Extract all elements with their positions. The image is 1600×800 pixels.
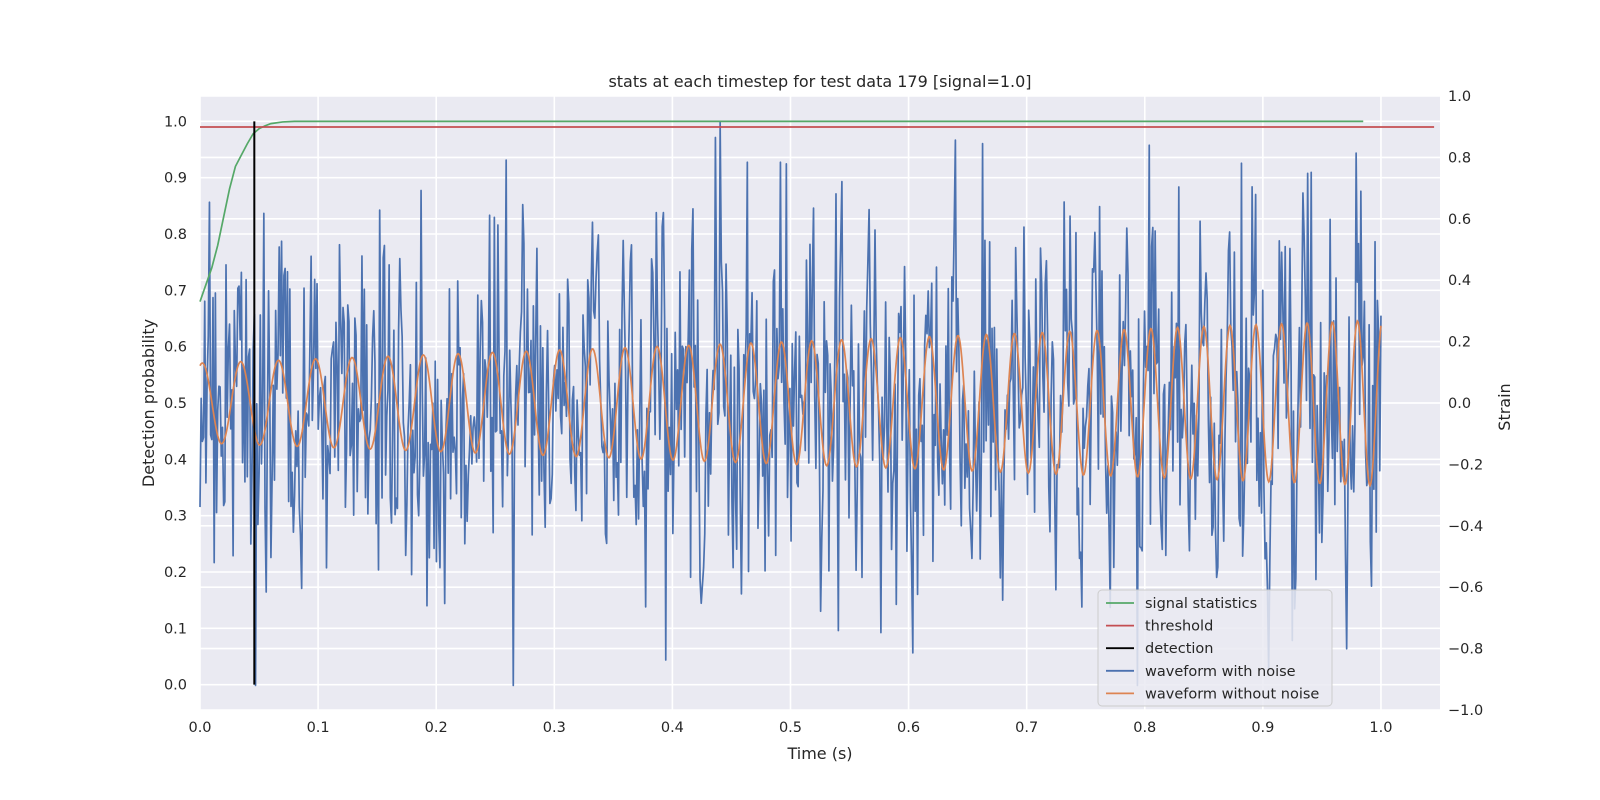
y2-tick-label: 0.2 xyxy=(1448,335,1471,351)
y2-tick-label: 1.0 xyxy=(1448,89,1471,105)
legend-label-signal-statistics: signal statistics xyxy=(1145,596,1257,612)
series-line-waveform-with-noise xyxy=(199,121,1382,687)
y2-tick-label: 0.8 xyxy=(1448,150,1471,166)
y-tick-label: 0.4 xyxy=(164,452,187,468)
y2-tick-label: −0.8 xyxy=(1448,642,1483,658)
x-tick-label: 0.1 xyxy=(307,720,330,736)
y2-tick-label: −0.4 xyxy=(1448,519,1483,535)
axis-layer: 0.0 0.1 0.2 0.3 0.4 0.5 0.6 0.7 0.8 0.9 1.0 0.0 0.1 0… xyxy=(164,89,1483,736)
y-tick-label: 0.6 xyxy=(164,340,187,356)
x-tick-label: 0.9 xyxy=(1251,720,1274,736)
x-tick-label: 0.5 xyxy=(779,720,802,736)
y2-axis-title: Strain xyxy=(1495,383,1514,430)
y2-tick-label: −0.2 xyxy=(1448,457,1483,473)
legend-label-waveform-without-noise: waveform without noise xyxy=(1145,686,1319,702)
x-tick-label: 0.4 xyxy=(661,720,684,736)
x-tick-label: 0.6 xyxy=(897,720,920,736)
y-tick-label: 0.7 xyxy=(164,283,187,299)
y-tick-label: 0.9 xyxy=(164,171,187,187)
x-axis-title: Time (s) xyxy=(786,744,852,763)
x-tick-label: 0.3 xyxy=(543,720,566,736)
y2-tick-label: −0.6 xyxy=(1448,580,1483,596)
y-tick-label: 0.1 xyxy=(164,621,187,637)
y2-tick-label: 0.0 xyxy=(1448,396,1471,412)
y-tick-label: 0.2 xyxy=(164,565,187,581)
y-tick-label: 0.5 xyxy=(164,396,187,412)
y-tick-label: 1.0 xyxy=(164,114,187,130)
series-line-waveform-without-noise xyxy=(199,319,1382,488)
legend-label-detection: detection xyxy=(1145,641,1213,657)
y-tick-label: 0.3 xyxy=(164,509,187,525)
legend: signal statistics threshold detection wavef… xyxy=(1097,589,1333,707)
y-tick-label: 0.0 xyxy=(164,678,187,694)
y2-tick-label: 0.4 xyxy=(1448,273,1471,289)
chart-title: stats at each timestep for test data 179… xyxy=(608,72,1031,91)
y2-tick-label: 0.6 xyxy=(1448,212,1471,228)
legend-label-threshold: threshold xyxy=(1145,619,1213,635)
legend-box xyxy=(1097,589,1333,707)
y-tick-label: 0.8 xyxy=(164,227,187,243)
x-tick-label: 0.0 xyxy=(188,720,211,736)
x-tick-label: 0.2 xyxy=(425,720,448,736)
series-line-signal-statistics xyxy=(199,120,1364,302)
series-layer xyxy=(199,120,1435,687)
y2-tick-label: −1.0 xyxy=(1448,703,1483,719)
x-tick-label: 0.8 xyxy=(1133,720,1156,736)
y-axis-title: Detection probability xyxy=(139,319,158,487)
legend-label-waveform-with-noise: waveform with noise xyxy=(1145,664,1296,680)
x-tick-label: 0.7 xyxy=(1015,720,1038,736)
x-tick-label: 1.0 xyxy=(1369,720,1392,736)
